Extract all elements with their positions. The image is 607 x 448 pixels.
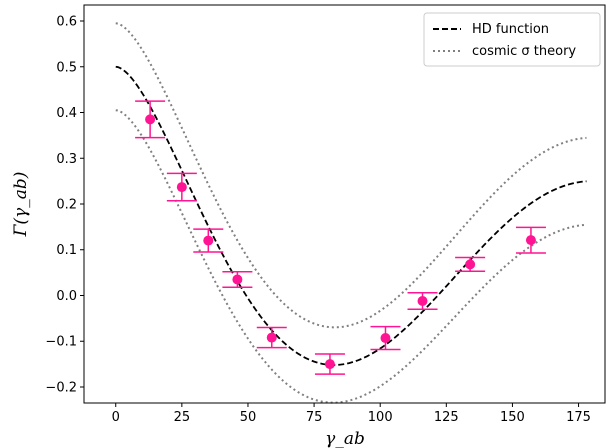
data-point (370, 325, 401, 351)
cosmic-lower-line (115, 109, 587, 404)
data-point (222, 270, 253, 289)
y-axis-label: Γ(γ_ab) (11, 172, 31, 238)
y-tick-label: 0.5 (56, 60, 77, 75)
y-tick-label: −0.2 (45, 380, 77, 395)
data-point (515, 226, 546, 254)
y-tick-label: 0.0 (56, 289, 77, 304)
data-point (407, 291, 438, 310)
data-marker (176, 182, 187, 193)
x-tick-label: 175 (566, 410, 591, 425)
data-marker (525, 235, 536, 246)
x-tick-label: 100 (368, 410, 393, 425)
data-point (314, 353, 345, 375)
y-tick-label: −0.1 (45, 335, 77, 350)
legend-cosmic-label: cosmic σ theory (472, 44, 576, 59)
y-tick-label: 0.2 (56, 198, 77, 213)
data-marker (465, 259, 476, 270)
data-marker (266, 332, 277, 343)
data-marker (324, 359, 335, 370)
data-marker (417, 295, 428, 306)
x-axis-label: γ_ab (325, 429, 365, 448)
x-tick-label: 25 (174, 410, 191, 425)
hd-function-line (115, 65, 587, 366)
legend-box (423, 12, 601, 67)
data-point (455, 256, 486, 272)
data-point (135, 100, 166, 139)
y-tick-label: 0.4 (56, 106, 77, 121)
x-tick-label: 0 (112, 410, 120, 425)
y-tick-label: 0.3 (56, 152, 77, 167)
data-point (166, 172, 197, 202)
x-tick-label: 75 (306, 410, 323, 425)
y-tick-label: 0.6 (56, 15, 77, 30)
data-marker (232, 274, 243, 285)
x-tick-label: 150 (500, 410, 525, 425)
legend: HD function cosmic σ theory (423, 12, 601, 67)
data-marker (203, 235, 214, 246)
x-tick-label: 125 (434, 410, 459, 425)
y-tick-label: 0.1 (56, 243, 77, 258)
data-marker (145, 114, 156, 125)
legend-hd-label: HD function (472, 22, 549, 37)
data-marker (380, 333, 391, 344)
cosmic-upper-line (115, 22, 587, 329)
data-point (256, 326, 287, 349)
data-point (193, 228, 224, 253)
x-tick-label: 50 (240, 410, 257, 425)
